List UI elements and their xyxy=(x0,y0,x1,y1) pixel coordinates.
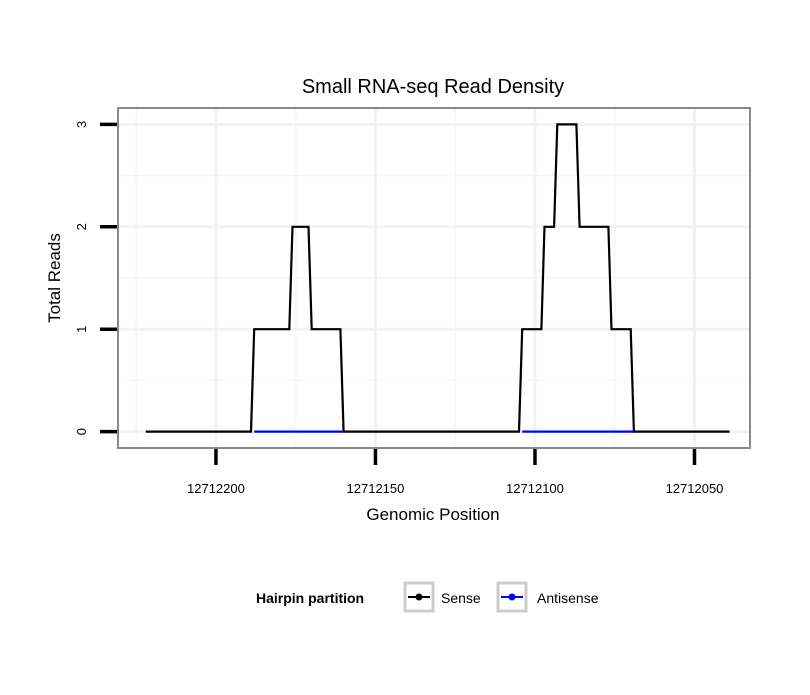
chart-title: Small RNA-seq Read Density xyxy=(302,76,564,98)
legend-item-antisense[interactable]: Antisense xyxy=(496,581,599,613)
x-tick-label: 12712050 xyxy=(666,481,724,496)
panel-border xyxy=(117,107,751,449)
x-axis-label: Genomic Position xyxy=(366,505,499,524)
legend-title: Hairpin partition xyxy=(256,590,364,606)
x-tick-label: 12712150 xyxy=(347,481,405,496)
grid xyxy=(118,108,750,448)
y-tick-label: 3 xyxy=(74,121,89,128)
y-tick-label: 2 xyxy=(74,223,89,230)
x-tick-label: 12712100 xyxy=(506,481,564,496)
legend-label-antisense: Antisense xyxy=(537,590,599,606)
legend: Hairpin partition Sense Antisense xyxy=(256,581,599,613)
y-tick-label: 0 xyxy=(74,428,89,435)
series-lines xyxy=(145,123,730,433)
y-axis-label: Total Reads xyxy=(45,233,64,323)
legend-item-sense[interactable]: Sense xyxy=(403,581,481,613)
axes: 12712200 12712150 12712100 12712050 0 1 2 3 xyxy=(74,121,723,496)
series-line-sense xyxy=(145,123,730,433)
legend-label-sense: Sense xyxy=(441,590,481,606)
x-tick-label: 12712200 xyxy=(187,481,245,496)
y-tick-label: 1 xyxy=(74,326,89,333)
